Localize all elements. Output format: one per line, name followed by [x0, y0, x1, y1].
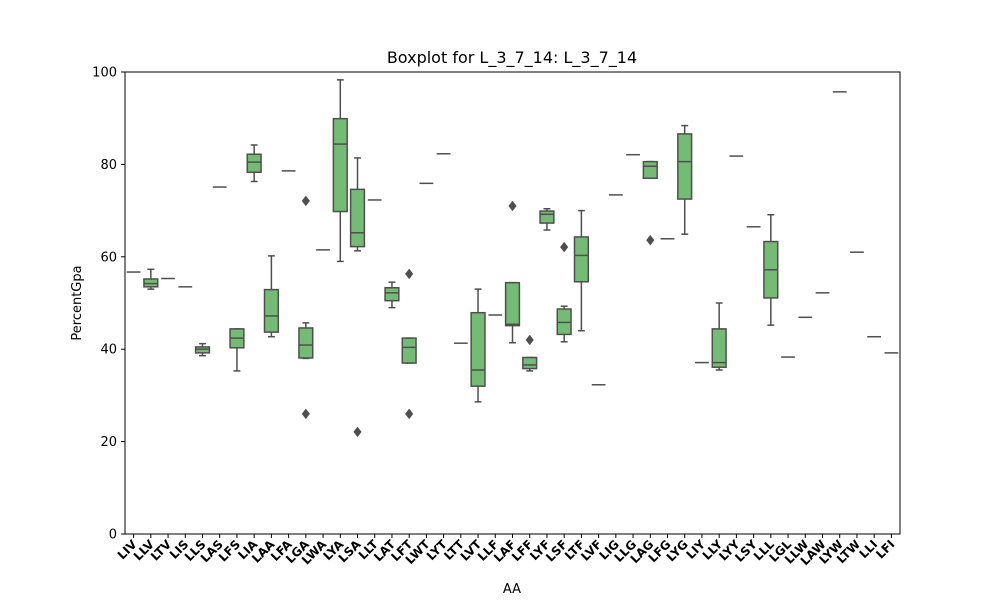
y-tick-label: 40 [100, 343, 117, 358]
outlier-point [405, 408, 414, 420]
outlier-point [353, 426, 362, 438]
iqr-box [711, 328, 727, 368]
iqr-box [677, 133, 693, 200]
box-lfs [229, 328, 245, 372]
iqr-box [401, 337, 417, 364]
box-laf [504, 200, 521, 344]
box-lag [642, 160, 658, 246]
box-lia [246, 144, 262, 183]
outlier-point [508, 200, 517, 212]
y-axis: 0 20 40 60 80 100 [92, 66, 125, 543]
outlier-point [646, 234, 655, 246]
y-tick-label: 0 [109, 528, 117, 543]
box-lvt [470, 288, 486, 403]
box-llv [143, 268, 159, 290]
iqr-box [384, 287, 400, 302]
box-lft [401, 268, 417, 420]
iqr-box [263, 288, 280, 333]
iqr-box [539, 210, 555, 224]
iqr-box [642, 160, 658, 180]
box-lll [763, 214, 779, 326]
y-tick-label: 80 [100, 158, 117, 173]
plot-area [126, 79, 899, 438]
box-lsa [349, 157, 366, 438]
iqr-box [522, 356, 538, 370]
iqr-box [298, 327, 314, 359]
iqr-box [470, 311, 486, 387]
outlier-point [301, 408, 310, 420]
outlier-point [560, 241, 569, 253]
y-tick-label: 100 [92, 66, 117, 81]
box-lsf [556, 241, 572, 343]
iqr-box [332, 117, 348, 213]
box-lyg [677, 124, 693, 235]
iqr-box [349, 188, 366, 248]
outlier-point [525, 334, 534, 346]
outlier-point [301, 195, 310, 207]
box-lls [194, 342, 211, 357]
y-tick-label: 60 [100, 250, 117, 265]
box-lga [298, 195, 314, 420]
y-tick-label: 20 [100, 435, 117, 450]
box-lat [384, 281, 400, 309]
outlier-point [405, 268, 414, 280]
x-axis-label: AA [503, 582, 521, 597]
box-lya [332, 79, 348, 263]
box-lyf [539, 208, 555, 231]
y-axis-label: PercentGpa [70, 265, 85, 340]
iqr-box [246, 153, 262, 174]
iqr-box [573, 236, 590, 283]
iqr-box [504, 281, 521, 327]
box-laa [263, 255, 280, 338]
chart-title: Boxplot for L_3_7_14: L_3_7_14 [387, 48, 637, 68]
box-lff [522, 334, 538, 372]
box-ltf [573, 209, 590, 332]
box-lly [711, 302, 727, 371]
